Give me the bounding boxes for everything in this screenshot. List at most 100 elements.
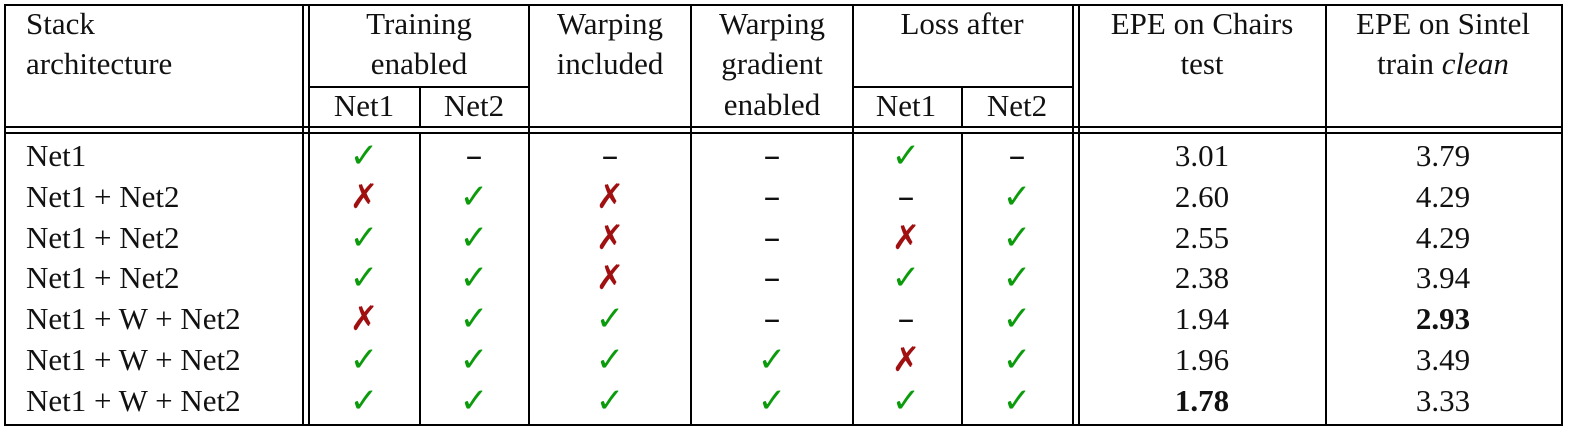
cell-train-net1-cross-icon: ✗ bbox=[349, 177, 379, 217]
cell-epe-chairs: 2.38 bbox=[1174, 260, 1230, 295]
cell-warp-grad-dash: – bbox=[763, 136, 781, 176]
cell-train-net2-check-icon: ✓ bbox=[459, 218, 489, 258]
subheader-training-net1: Net1 bbox=[333, 88, 395, 123]
cell-loss-net2-check-icon: ✓ bbox=[1002, 177, 1032, 217]
header-epe-sintel-line2: train clean bbox=[1377, 46, 1509, 82]
cell-epe-sintel: 4.29 bbox=[1415, 179, 1471, 214]
header-warpgrad-line1: Warping bbox=[719, 6, 825, 41]
net1-net2-training-sep bbox=[419, 86, 421, 128]
cell-warp-incl-dash: – bbox=[601, 136, 619, 176]
cell-epe-sintel: 4.29 bbox=[1415, 220, 1471, 255]
cell-loss-net2-check-icon: ✓ bbox=[1002, 299, 1032, 339]
cell-epe-sintel: 3.33 bbox=[1415, 383, 1471, 418]
subheader-loss-net1: Net1 bbox=[875, 88, 937, 123]
loss-net-sep-body bbox=[961, 132, 963, 426]
subheader-training-net2: Net2 bbox=[443, 88, 505, 123]
training-sep bbox=[528, 4, 530, 426]
arch-sep-2 bbox=[308, 4, 310, 426]
cell-epe-chairs: 1.94 bbox=[1174, 301, 1230, 336]
cell-train-net2-check-icon: ✓ bbox=[459, 258, 489, 298]
cell-loss-net1-check-icon: ✓ bbox=[891, 381, 921, 421]
header-warping-line1: Warping bbox=[557, 6, 663, 41]
cell-architecture: Net1 + W + Net2 bbox=[26, 301, 241, 336]
cell-architecture: Net1 bbox=[26, 138, 87, 173]
header-warping-line2: included bbox=[556, 46, 664, 81]
warping-included-sep bbox=[690, 4, 692, 426]
cell-loss-net1-check-icon: ✓ bbox=[891, 136, 921, 176]
cell-warp-grad-dash: – bbox=[763, 258, 781, 298]
header-warpgrad-line2: gradient bbox=[721, 46, 823, 81]
cell-train-net2-check-icon: ✓ bbox=[459, 299, 489, 339]
cell-architecture: Net1 + W + Net2 bbox=[26, 342, 241, 377]
cell-loss-net1-cross-icon: ✗ bbox=[891, 218, 921, 258]
cell-train-net1-check-icon: ✓ bbox=[349, 340, 379, 380]
cell-epe-chairs: 1.78 bbox=[1174, 383, 1230, 418]
loss-net-sep bbox=[961, 86, 963, 128]
header-epe-sintel-italic: clean bbox=[1441, 46, 1509, 81]
cell-warp-grad-check-icon: ✓ bbox=[757, 381, 787, 421]
cell-epe-sintel: 3.94 bbox=[1415, 260, 1471, 295]
cell-epe-chairs: 3.01 bbox=[1174, 138, 1230, 173]
right-border bbox=[1561, 4, 1563, 426]
cell-loss-net2-check-icon: ✓ bbox=[1002, 381, 1032, 421]
loss-sep-2 bbox=[1078, 4, 1080, 426]
cell-train-net2-dash: – bbox=[465, 136, 483, 176]
cell-warp-grad-dash: – bbox=[763, 177, 781, 217]
warping-gradient-sep bbox=[852, 4, 854, 426]
net1-net2-training-sep-body bbox=[419, 132, 421, 426]
cell-warp-grad-dash: – bbox=[763, 299, 781, 339]
subheader-loss-net2: Net2 bbox=[986, 88, 1048, 123]
arch-sep-1 bbox=[302, 4, 304, 426]
cell-epe-chairs: 2.55 bbox=[1174, 220, 1230, 255]
cell-epe-chairs: 2.60 bbox=[1174, 179, 1230, 214]
cell-loss-net2-dash: – bbox=[1008, 136, 1026, 176]
cell-loss-net1-check-icon: ✓ bbox=[891, 258, 921, 298]
left-border bbox=[4, 4, 6, 426]
cell-train-net2-check-icon: ✓ bbox=[459, 381, 489, 421]
cell-architecture: Net1 + Net2 bbox=[26, 220, 180, 255]
cell-epe-sintel: 3.79 bbox=[1415, 138, 1471, 173]
cell-train-net1-check-icon: ✓ bbox=[349, 258, 379, 298]
cell-warp-incl-cross-icon: ✗ bbox=[595, 258, 625, 298]
cell-warp-incl-check-icon: ✓ bbox=[595, 381, 625, 421]
header-epe-chairs-line2: test bbox=[1180, 46, 1224, 81]
cell-warp-incl-cross-icon: ✗ bbox=[595, 177, 625, 217]
cell-train-net2-check-icon: ✓ bbox=[459, 177, 489, 217]
cell-train-net1-check-icon: ✓ bbox=[349, 218, 379, 258]
cell-warp-incl-check-icon: ✓ bbox=[595, 340, 625, 380]
header-warpgrad-line3: enabled bbox=[723, 87, 821, 122]
cell-epe-sintel: 2.93 bbox=[1415, 301, 1471, 336]
epe-sep bbox=[1325, 4, 1327, 426]
bottom-border bbox=[4, 424, 1563, 426]
cell-warp-grad-dash: – bbox=[763, 218, 781, 258]
cell-loss-net1-dash: – bbox=[897, 177, 915, 217]
header-loss-after: Loss after bbox=[900, 6, 1024, 41]
header-training-line2: enabled bbox=[370, 46, 468, 81]
cell-loss-net1-cross-icon: ✗ bbox=[891, 340, 921, 380]
cell-architecture: Net1 + Net2 bbox=[26, 179, 180, 214]
cell-warp-incl-cross-icon: ✗ bbox=[595, 218, 625, 258]
cell-train-net1-check-icon: ✓ bbox=[349, 381, 379, 421]
header-epe-chairs-line1: EPE on Chairs bbox=[1110, 6, 1294, 41]
cell-loss-net1-dash: – bbox=[897, 299, 915, 339]
header-bottom-border-1 bbox=[4, 126, 1563, 128]
header-training-line1: Training bbox=[366, 6, 472, 41]
cell-loss-net2-check-icon: ✓ bbox=[1002, 340, 1032, 380]
cell-architecture: Net1 + W + Net2 bbox=[26, 383, 241, 418]
header-bottom-border-2 bbox=[4, 132, 1563, 134]
cell-warp-incl-check-icon: ✓ bbox=[595, 299, 625, 339]
cell-loss-net2-check-icon: ✓ bbox=[1002, 258, 1032, 298]
top-border bbox=[4, 4, 1563, 6]
cell-architecture: Net1 + Net2 bbox=[26, 260, 180, 295]
cell-epe-sintel: 3.49 bbox=[1415, 342, 1471, 377]
cell-loss-net2-check-icon: ✓ bbox=[1002, 218, 1032, 258]
cell-train-net1-check-icon: ✓ bbox=[349, 136, 379, 176]
header-epe-sintel-line1: EPE on Sintel bbox=[1356, 6, 1530, 41]
cell-train-net2-check-icon: ✓ bbox=[459, 340, 489, 380]
loss-sep-1 bbox=[1072, 4, 1074, 426]
cell-epe-chairs: 1.96 bbox=[1174, 342, 1230, 377]
header-epe-sintel-prefix: train bbox=[1377, 46, 1442, 81]
header-stack-line2: architecture bbox=[26, 46, 173, 81]
cell-train-net1-cross-icon: ✗ bbox=[349, 299, 379, 339]
cell-warp-grad-check-icon: ✓ bbox=[757, 340, 787, 380]
